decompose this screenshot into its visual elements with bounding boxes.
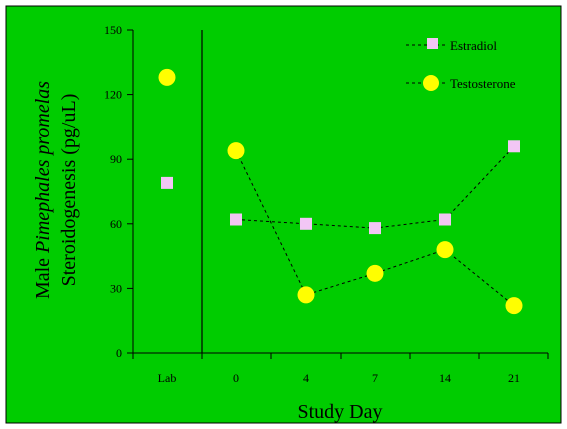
y-axis-title-species: Pimephales promelas <box>32 81 54 254</box>
series-line-testosterone <box>235 150 515 307</box>
x-axis-title: Study Day <box>298 401 383 423</box>
chart-background <box>5 5 562 424</box>
point-estradiol-0 <box>230 213 242 226</box>
series-points <box>158 68 523 315</box>
legend-item-estradiol: Estradiol <box>406 38 497 53</box>
x-ticks: Lab 0 4 7 14 21 <box>132 353 549 385</box>
y-axis-title-line2: Steroidogenesis (pg/uL) <box>58 94 80 287</box>
y-axis-title-line1: Male Pimephales promelas <box>32 81 54 299</box>
legend-item-testosterone: Testosterone <box>406 75 516 91</box>
point-testosterone-0 <box>227 142 245 160</box>
legend-label-testosterone: Testosterone <box>450 76 516 91</box>
point-estradiol-lab <box>161 176 173 189</box>
y-ticks: 0 30 60 90 120 150 <box>104 23 133 360</box>
legend: Estradiol Testosterone <box>406 38 516 91</box>
point-testosterone-21 <box>505 297 523 315</box>
point-testosterone-lab <box>158 68 176 86</box>
point-estradiol-21 <box>508 140 520 153</box>
y-tick-label-0: 0 <box>116 346 122 360</box>
point-testosterone-4 <box>297 286 315 304</box>
y-axis-title-prefix: Male <box>32 253 54 299</box>
legend-label-estradiol: Estradiol <box>450 38 497 53</box>
y-tick-label-120: 120 <box>104 88 122 102</box>
x-tick-label-14: 14 <box>439 371 451 385</box>
y-tick-label-30: 30 <box>110 281 122 295</box>
point-testosterone-7 <box>366 264 384 282</box>
x-tick-label-7: 7 <box>372 371 378 385</box>
legend-marker-estradiol <box>427 38 438 49</box>
point-estradiol-14 <box>439 213 451 226</box>
x-tick-label-0: 0 <box>233 371 239 385</box>
x-tick-label-21: 21 <box>508 371 520 385</box>
point-testosterone-14 <box>436 241 454 259</box>
x-tick-label-Lab: Lab <box>158 371 177 385</box>
point-estradiol-4 <box>300 217 312 230</box>
y-tick-label-150: 150 <box>104 23 122 37</box>
point-estradiol-7 <box>369 222 381 235</box>
x-tick-label-4: 4 <box>303 371 309 385</box>
y-tick-label-60: 60 <box>110 217 122 231</box>
legend-marker-testosterone <box>423 75 439 91</box>
y-tick-label-90: 90 <box>110 152 122 166</box>
